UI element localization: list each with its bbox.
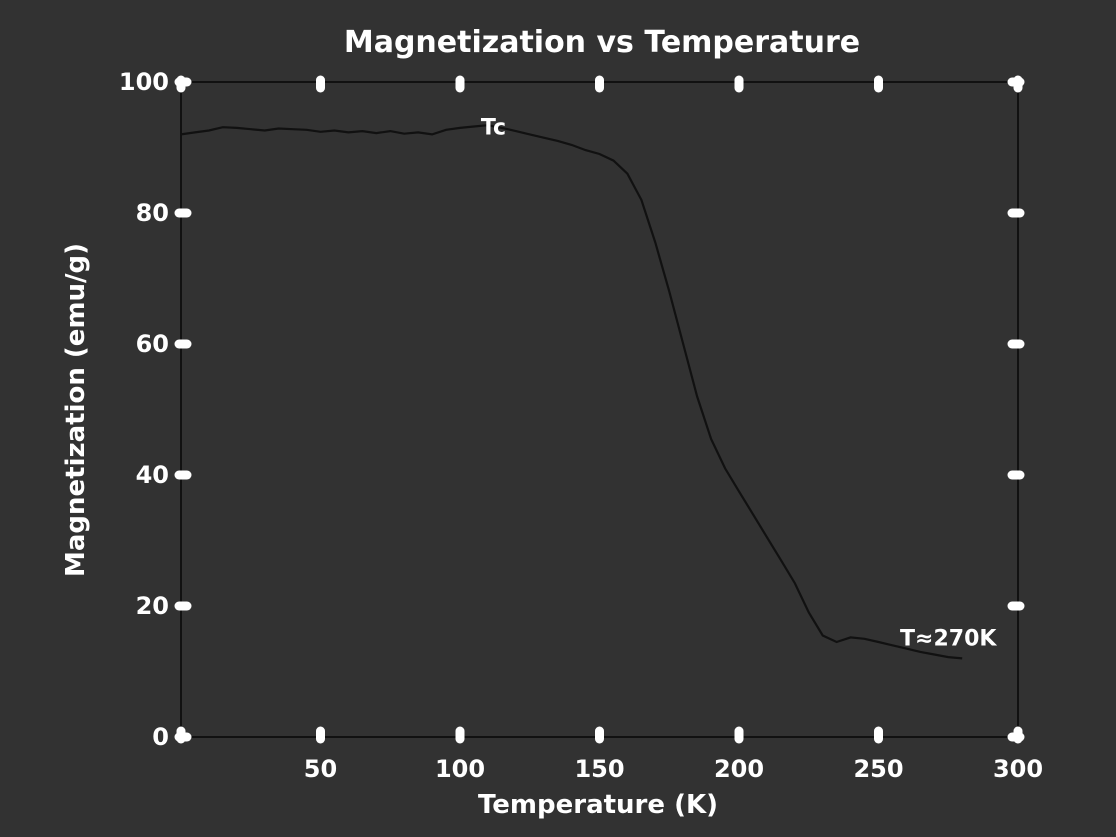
y-tick-label: 100 [119,68,169,96]
y-tick-label: 40 [136,461,169,489]
x-tick-label: 250 [853,755,903,783]
x-axis-label: Temperature (K) [478,790,718,820]
annotation: T≈270K [900,626,997,651]
y-tick-label: 60 [136,330,169,358]
y-axis-label: Magnetization (emu/g) [61,243,91,577]
y-tick-label: 80 [136,199,169,227]
chart-title: Magnetization vs Temperature [344,25,860,60]
tick-labels: 50 100 150 200 250 300 0 20 40 60 80 100 [119,68,1043,783]
series-layer [180,124,963,660]
annotations: Tc T≈270K [481,115,997,651]
x-tick-label: 200 [714,755,764,783]
x-tick-label: 300 [993,755,1043,783]
y-tick-label: 20 [136,592,169,620]
ticks [174,75,1025,744]
series-line-0 [180,124,963,660]
x-tick-label: 150 [574,755,624,783]
y-tick-label: 0 [152,723,169,751]
annotation: Tc [481,115,506,140]
x-tick-label: 100 [435,755,485,783]
plot-frame [180,81,1019,738]
x-tick-label: 50 [304,755,337,783]
